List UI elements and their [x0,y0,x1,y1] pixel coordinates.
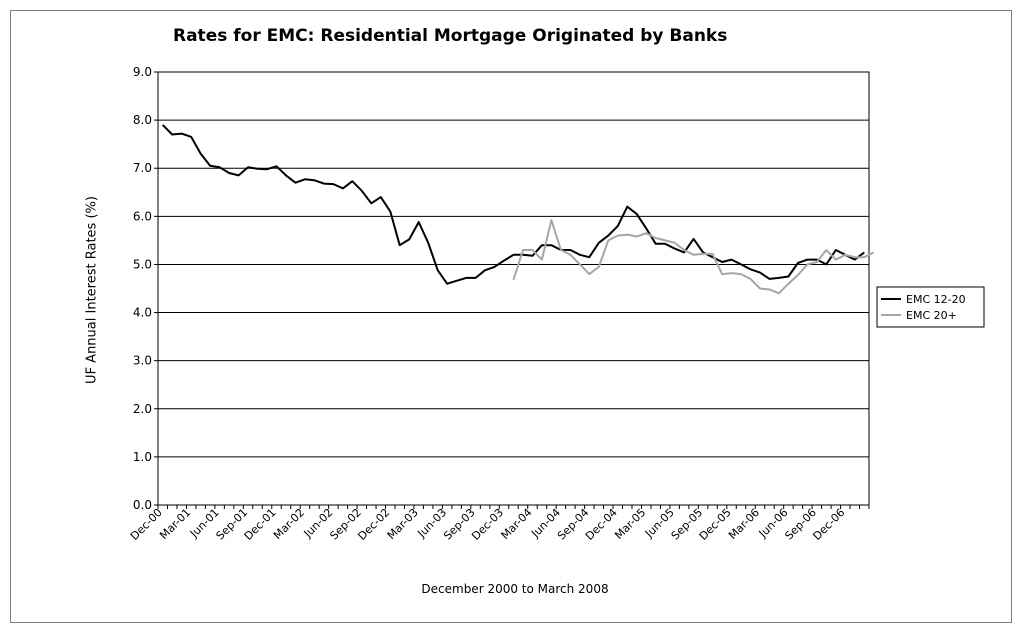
y-tick-label: 2.0 [133,402,152,416]
y-tick-label: 1.0 [133,450,152,464]
x-tick-label: Mar-04 [498,506,534,542]
x-tick-label: Mar-02 [271,506,307,542]
y-tick-label: 5.0 [133,257,152,271]
x-tick-label: Mar-06 [726,506,762,542]
series-line [512,219,875,295]
y-tick-label: 4.0 [133,306,152,320]
plot-area [157,71,870,506]
x-tick-label: Dec-03 [469,506,506,543]
y-tick-label: 3.0 [133,354,152,368]
x-tick-label: Mar-01 [157,506,193,542]
series-line [161,124,865,285]
y-tick-label: 8.0 [133,113,152,127]
x-tick-label: Dec-04 [583,506,620,543]
x-tick-label: Dec-01 [242,506,279,543]
chart-frame [10,10,1012,623]
chart-title: Rates for EMC: Residential Mortgage Orig… [173,26,728,46]
x-tick-label: Dec-02 [355,506,392,543]
y-tick-label: 7.0 [133,161,152,175]
x-tick-label: Dec-06 [810,506,847,543]
legend-label: EMC 20+ [906,309,957,322]
legend-box [876,286,985,328]
x-axis-label: December 2000 to March 2008 [421,582,609,596]
legend-label: EMC 12-20 [906,293,966,306]
x-tick-label: Mar-05 [612,506,648,542]
y-tick-label: 6.0 [133,209,152,223]
y-tick-label: 9.0 [133,65,152,79]
y-tick-label: 0.0 [133,498,152,512]
x-tick-label: Mar-03 [385,506,421,542]
x-tick-label: Dec-05 [697,506,734,543]
